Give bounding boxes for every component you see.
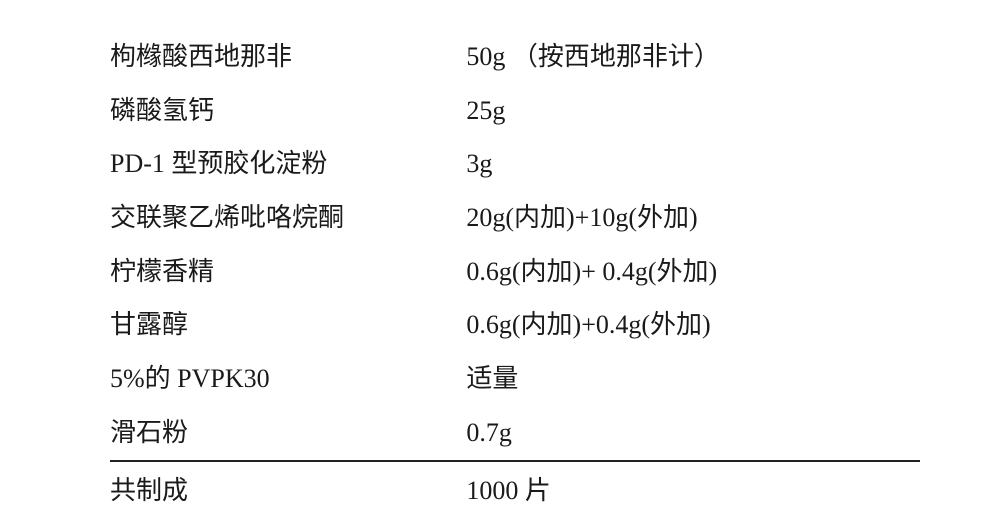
table-row: 枸橼酸西地那非 50g （按西地那非计） bbox=[110, 30, 920, 84]
ingredient-amount: 50g （按西地那非计） bbox=[466, 30, 920, 84]
ingredient-name: 交联聚乙烯吡咯烷酮 bbox=[110, 191, 466, 245]
ingredient-name: 滑石粉 bbox=[110, 406, 466, 461]
total-row: 共制成 1000 片 bbox=[110, 461, 920, 518]
ingredient-name: 磷酸氢钙 bbox=[110, 84, 466, 138]
ingredient-amount: 3g bbox=[466, 137, 920, 191]
ingredient-amount: 适量 bbox=[466, 352, 920, 406]
ingredient-name: 甘露醇 bbox=[110, 298, 466, 352]
ingredient-amount: 25g bbox=[466, 84, 920, 138]
ingredient-name: PD-1 型预胶化淀粉 bbox=[110, 137, 466, 191]
total-amount: 1000 片 bbox=[466, 461, 920, 518]
formulation-table: 枸橼酸西地那非 50g （按西地那非计） 磷酸氢钙 25g PD-1 型预胶化淀… bbox=[110, 30, 920, 517]
table-row: 滑石粉 0.7g bbox=[110, 406, 920, 461]
ingredient-amount: 20g(内加)+10g(外加) bbox=[466, 191, 920, 245]
table-row: 交联聚乙烯吡咯烷酮 20g(内加)+10g(外加) bbox=[110, 191, 920, 245]
ingredient-name: 枸橼酸西地那非 bbox=[110, 30, 466, 84]
table-row: 磷酸氢钙 25g bbox=[110, 84, 920, 138]
ingredient-amount: 0.7g bbox=[466, 406, 920, 461]
table-row: PD-1 型预胶化淀粉 3g bbox=[110, 137, 920, 191]
ingredient-amount: 0.6g(内加)+0.4g(外加) bbox=[466, 298, 920, 352]
table-row: 甘露醇 0.6g(内加)+0.4g(外加) bbox=[110, 298, 920, 352]
ingredient-name: 柠檬香精 bbox=[110, 245, 466, 299]
formulation-page: 枸橼酸西地那非 50g （按西地那非计） 磷酸氢钙 25g PD-1 型预胶化淀… bbox=[0, 0, 1000, 527]
ingredient-amount: 0.6g(内加)+ 0.4g(外加) bbox=[466, 245, 920, 299]
table-row: 柠檬香精 0.6g(内加)+ 0.4g(外加) bbox=[110, 245, 920, 299]
table-row: 5%的 PVPK30 适量 bbox=[110, 352, 920, 406]
ingredient-name: 5%的 PVPK30 bbox=[110, 352, 466, 406]
total-label: 共制成 bbox=[110, 461, 466, 518]
